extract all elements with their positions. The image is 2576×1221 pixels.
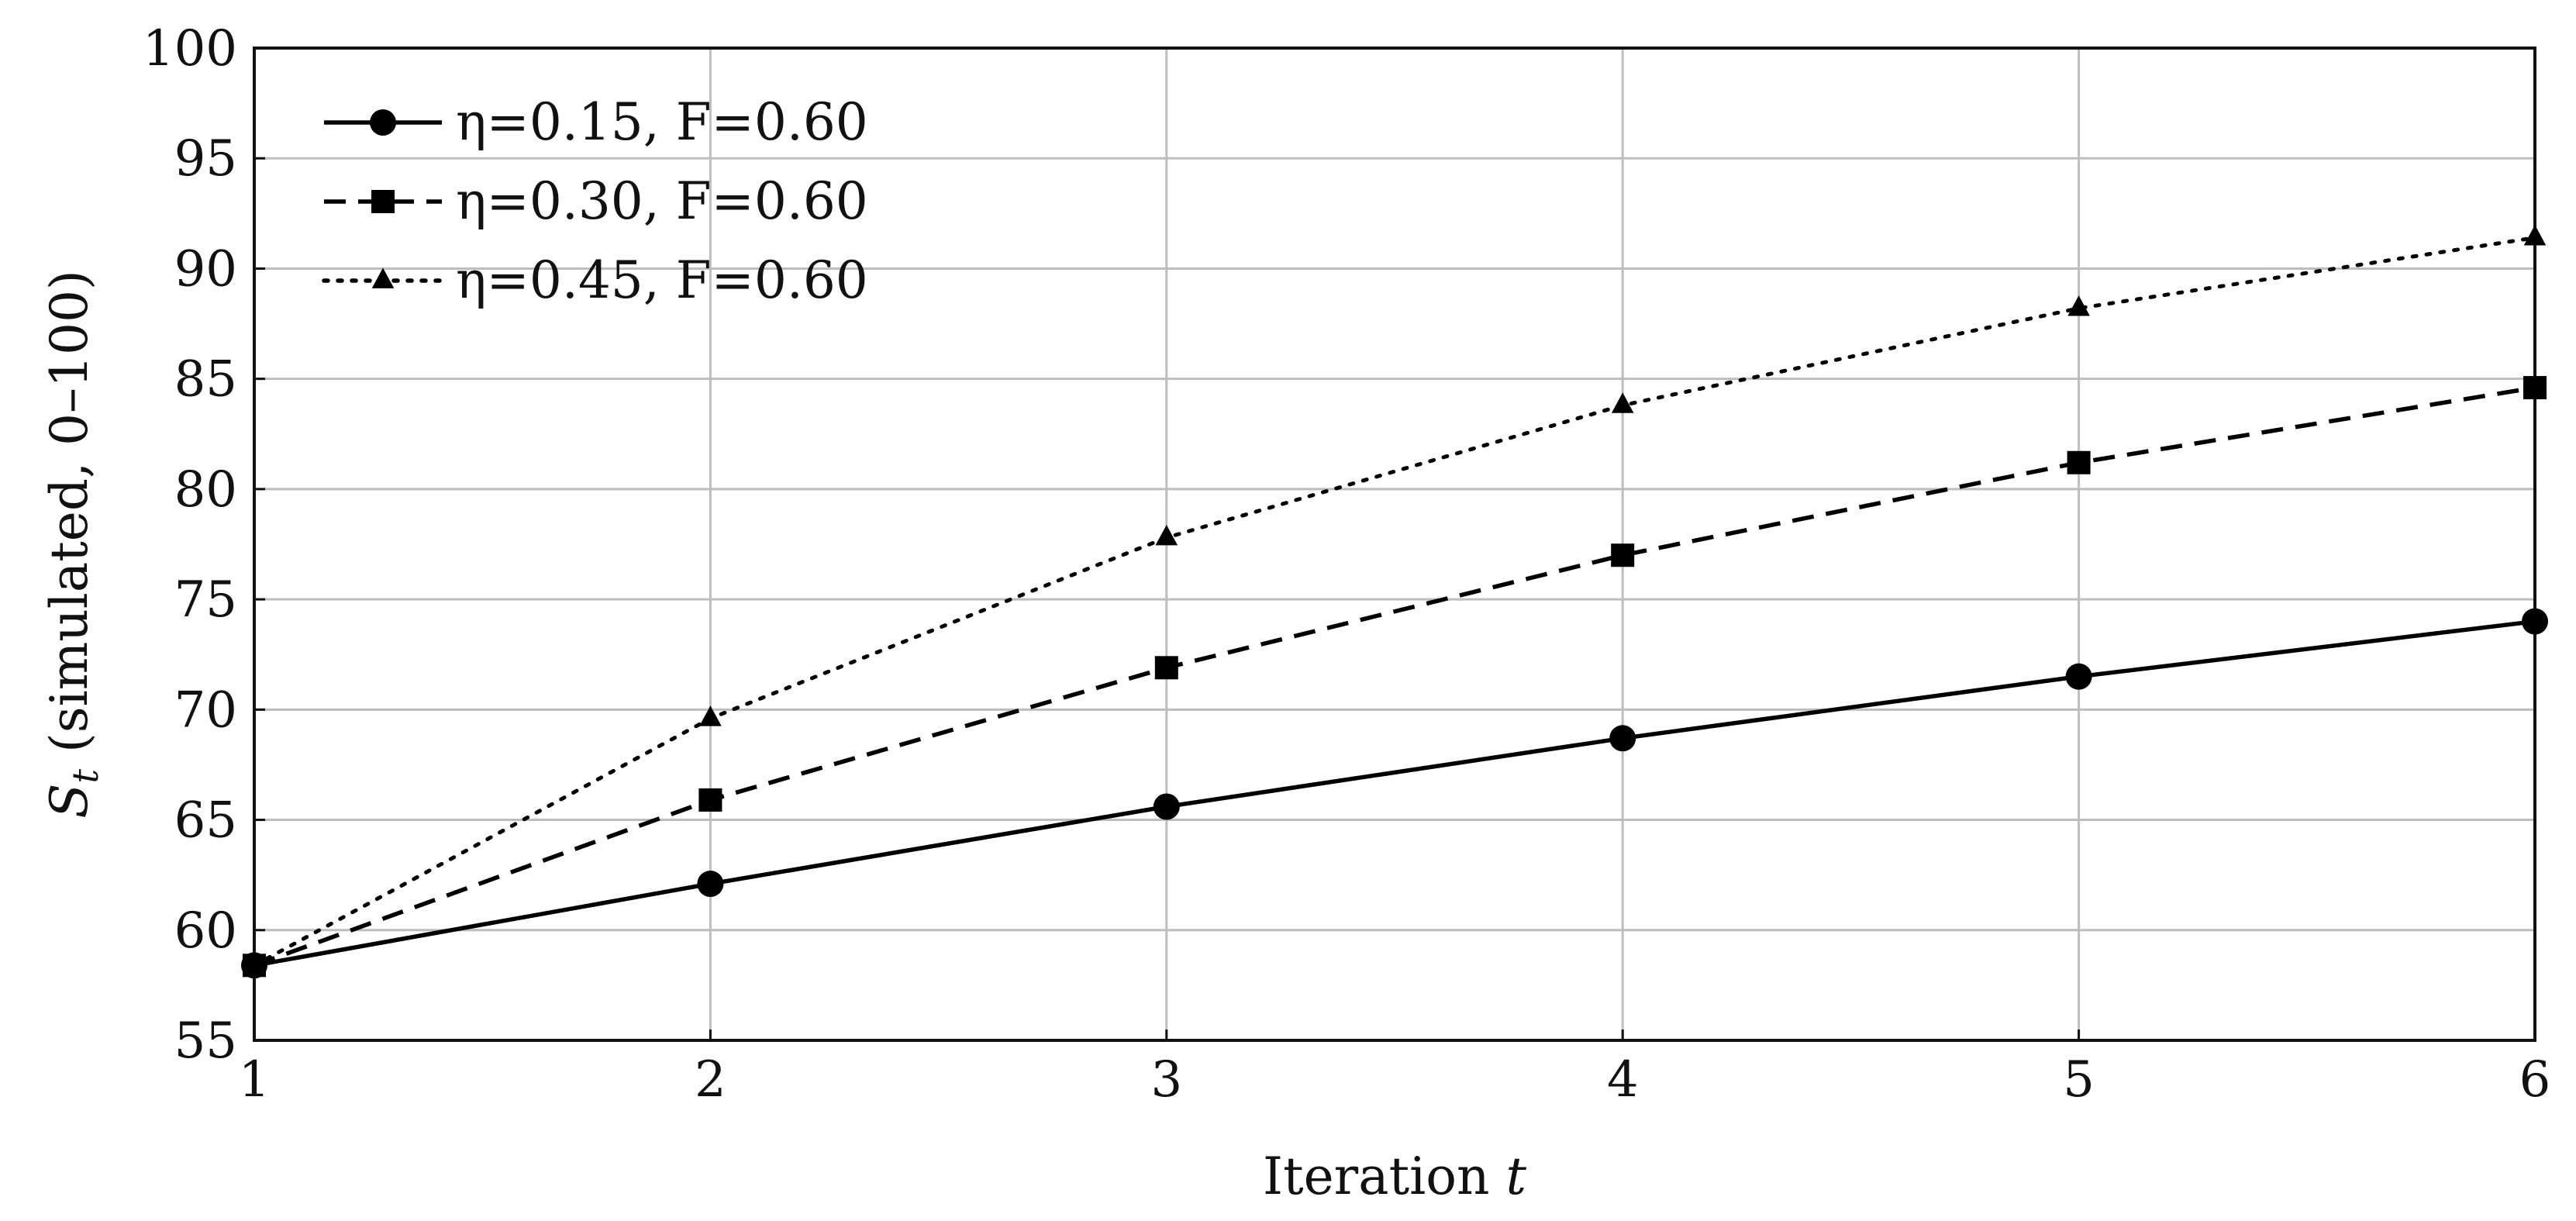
y-tick-label: 60 bbox=[174, 902, 237, 960]
legend-label: η=0.30, F=0.60 bbox=[456, 171, 868, 231]
legend-item: η=0.30, F=0.60 bbox=[324, 171, 868, 231]
x-tick-label: 6 bbox=[2519, 1051, 2551, 1109]
x-axis-label-text: Iteration bbox=[1263, 1147, 1505, 1206]
x-axis-label: Iteration t bbox=[1263, 1147, 1526, 1206]
data-point-triangle bbox=[1611, 392, 1634, 413]
x-axis-label-var: t bbox=[1505, 1147, 1526, 1206]
data-point-triangle bbox=[699, 705, 722, 726]
data-point-circle bbox=[1153, 793, 1180, 820]
series-line bbox=[252, 236, 2537, 967]
legend-item: η=0.45, F=0.60 bbox=[322, 250, 868, 310]
y-tick-label: 100 bbox=[143, 20, 237, 78]
plot-area-frame bbox=[253, 47, 2536, 1042]
y-axis-label-text: (simulated, 0–100) bbox=[40, 270, 99, 769]
data-point-triangle bbox=[1155, 524, 1178, 546]
x-tick-label: 1 bbox=[239, 1051, 271, 1109]
y-tick-label: 55 bbox=[174, 1012, 237, 1070]
x-tick-label: 4 bbox=[1607, 1051, 1639, 1109]
y-axis-label: St (simulated, 0–100) bbox=[40, 270, 106, 818]
series-line bbox=[253, 385, 2536, 967]
y-tick-label: 70 bbox=[174, 681, 237, 739]
data-point-circle bbox=[2522, 608, 2548, 635]
x-tick-label: 5 bbox=[2063, 1051, 2095, 1109]
data-point-circle bbox=[2065, 663, 2092, 690]
data-point-triangle bbox=[2523, 225, 2547, 246]
y-tick-label: 90 bbox=[174, 240, 237, 298]
data-point-triangle bbox=[2067, 295, 2090, 316]
y-axis-label-subscript: t bbox=[64, 769, 106, 784]
y-axis-label-var: S bbox=[40, 784, 99, 819]
y-tick-label: 95 bbox=[174, 130, 237, 188]
x-axis-ticks: 1 2 3 4 5 6 bbox=[239, 1030, 2551, 1109]
series-3 bbox=[243, 225, 2547, 974]
legend-label: η=0.15, F=0.60 bbox=[456, 92, 868, 152]
y-tick-label: 65 bbox=[174, 792, 237, 850]
y-axis-ticks: 55 60 65 70 75 80 85 90 95 100 bbox=[143, 20, 265, 1070]
legend-marker bbox=[370, 109, 396, 136]
series-1 bbox=[241, 608, 2548, 979]
data-point-circle bbox=[1609, 725, 1636, 752]
legend-marker bbox=[371, 190, 395, 213]
data-point-square bbox=[2523, 376, 2547, 400]
data-point-triangle bbox=[243, 952, 266, 974]
series-2 bbox=[243, 376, 2547, 978]
x-tick-label: 2 bbox=[695, 1051, 726, 1109]
y-tick-label: 85 bbox=[174, 351, 237, 409]
legend-label: η=0.45, F=0.60 bbox=[456, 250, 868, 310]
data-point-circle bbox=[697, 871, 724, 898]
series-line bbox=[253, 619, 2536, 967]
data-point-square bbox=[1611, 543, 1635, 567]
series-group bbox=[241, 225, 2548, 979]
y-tick-label: 80 bbox=[174, 461, 237, 519]
y-tick-label: 75 bbox=[174, 571, 237, 629]
legend: η=0.15, F=0.60 η=0.30, F=0.60 η=0.45, F=0.… bbox=[322, 92, 868, 310]
x-tick-label: 3 bbox=[1150, 1051, 1182, 1109]
data-point-square bbox=[698, 788, 722, 812]
data-point-square bbox=[1154, 656, 1178, 680]
legend-marker bbox=[371, 267, 395, 288]
data-point-square bbox=[2067, 450, 2091, 474]
legend-item: η=0.15, F=0.60 bbox=[324, 92, 868, 152]
